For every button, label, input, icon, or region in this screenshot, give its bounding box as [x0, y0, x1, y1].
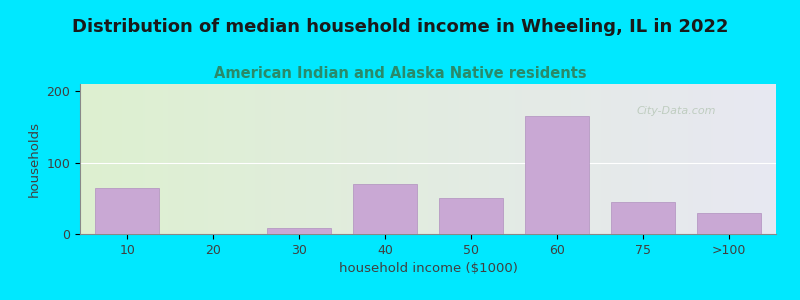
- Bar: [267, 228, 331, 234]
- Text: City-Data.com: City-Data.com: [637, 106, 716, 116]
- Bar: [438, 198, 503, 234]
- Bar: [525, 116, 589, 234]
- Bar: [697, 213, 761, 234]
- Bar: [610, 202, 675, 234]
- Y-axis label: households: households: [28, 121, 41, 197]
- X-axis label: household income ($1000): household income ($1000): [338, 262, 518, 275]
- Text: Distribution of median household income in Wheeling, IL in 2022: Distribution of median household income …: [72, 18, 728, 36]
- Text: American Indian and Alaska Native residents: American Indian and Alaska Native reside…: [214, 66, 586, 81]
- Bar: [353, 184, 418, 234]
- Bar: [95, 188, 159, 234]
